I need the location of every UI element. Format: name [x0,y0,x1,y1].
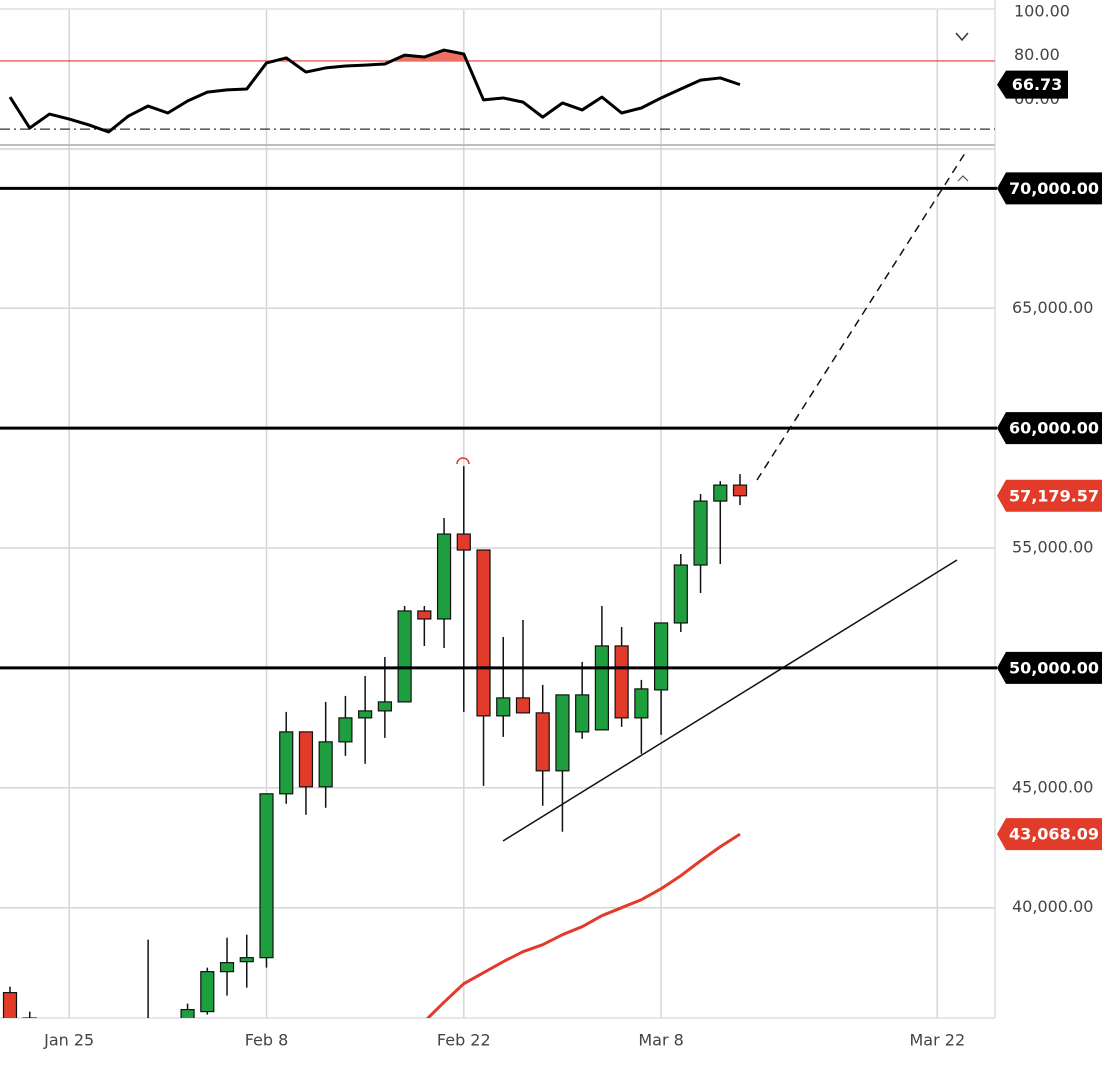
level-badge-bg [997,172,1102,205]
candle-body [555,694,570,772]
candle-body [515,697,531,714]
last-price-badge-bg [997,479,1102,512]
trendline [502,559,958,842]
candle-body [239,957,254,963]
expand-button[interactable] [957,175,969,182]
collapse-button[interactable] [955,32,969,42]
candle-body [653,622,669,691]
level-badge-bg [997,651,1102,684]
moving-average [425,832,741,1018]
candle-body [732,484,748,497]
x-tick-label: Feb 22 [437,1031,491,1050]
grid-layer [0,10,995,1018]
ma-badge: 43,068.09 [1009,825,1099,844]
y-tick-label: 45,000.00 [1012,777,1093,796]
candle-body [180,1009,195,1018]
candle-body [673,564,688,624]
candle-body [200,971,215,1013]
candle-body [417,610,432,620]
candle-body [22,1017,37,1018]
projection-line [756,149,968,481]
rsi-line [8,48,741,134]
candle-body [142,1028,155,1033]
candle-body [259,793,274,959]
candle-body [298,731,314,788]
last-price-badge: 57,179.57 [1009,486,1099,505]
x-tick-label: Jan 25 [43,1031,94,1050]
level-badge: 60,000.00 [1009,419,1099,438]
high-marker [456,457,470,465]
level-badge: 70,000.00 [1009,179,1099,198]
y-tick-label: 100.00 [1014,2,1070,21]
rsi-last-badge-bg [997,70,1068,99]
candle-body [358,710,373,719]
candle-body [338,717,353,743]
candle-body [476,549,491,717]
level-badge: 50,000.00 [1009,658,1099,677]
candle-body [436,533,452,620]
x-tick-label: Mar 8 [638,1031,683,1050]
candle-body [693,500,708,566]
candle-body [397,610,412,703]
candle-body [614,645,629,719]
x-tick-label: Feb 8 [245,1031,289,1050]
rsi-panel [0,48,995,134]
candle-body [575,694,590,733]
y-tick-label: 80.00 [1014,45,1060,64]
candle-body [535,712,550,772]
candle-body [594,645,610,731]
y-tick-label: 55,000.00 [1012,538,1093,557]
candle-body [496,697,511,717]
candle-body [713,484,728,502]
candle-body [279,731,294,795]
level-badge-bg [997,412,1102,445]
y-tick-label: 65,000.00 [1012,298,1093,317]
candle-body [318,741,333,788]
candle-body [634,688,649,719]
candle-body [377,701,392,712]
overbought-fill [10,50,741,61]
rsi-last-badge: 66.73 [1012,75,1063,94]
axis-layer: Jan 25 Feb 8 Feb 22 Mar 8 Mar 22 40,000.00 45,… [43,2,1102,1050]
candle-body [456,533,471,551]
price-panel [2,457,958,1033]
y-tick-label: 40,000.00 [1012,897,1093,916]
candle-body [219,962,235,973]
x-tick-label: Mar 22 [909,1031,965,1050]
ma-badge-bg [997,818,1102,851]
candle-body [2,992,18,1018]
